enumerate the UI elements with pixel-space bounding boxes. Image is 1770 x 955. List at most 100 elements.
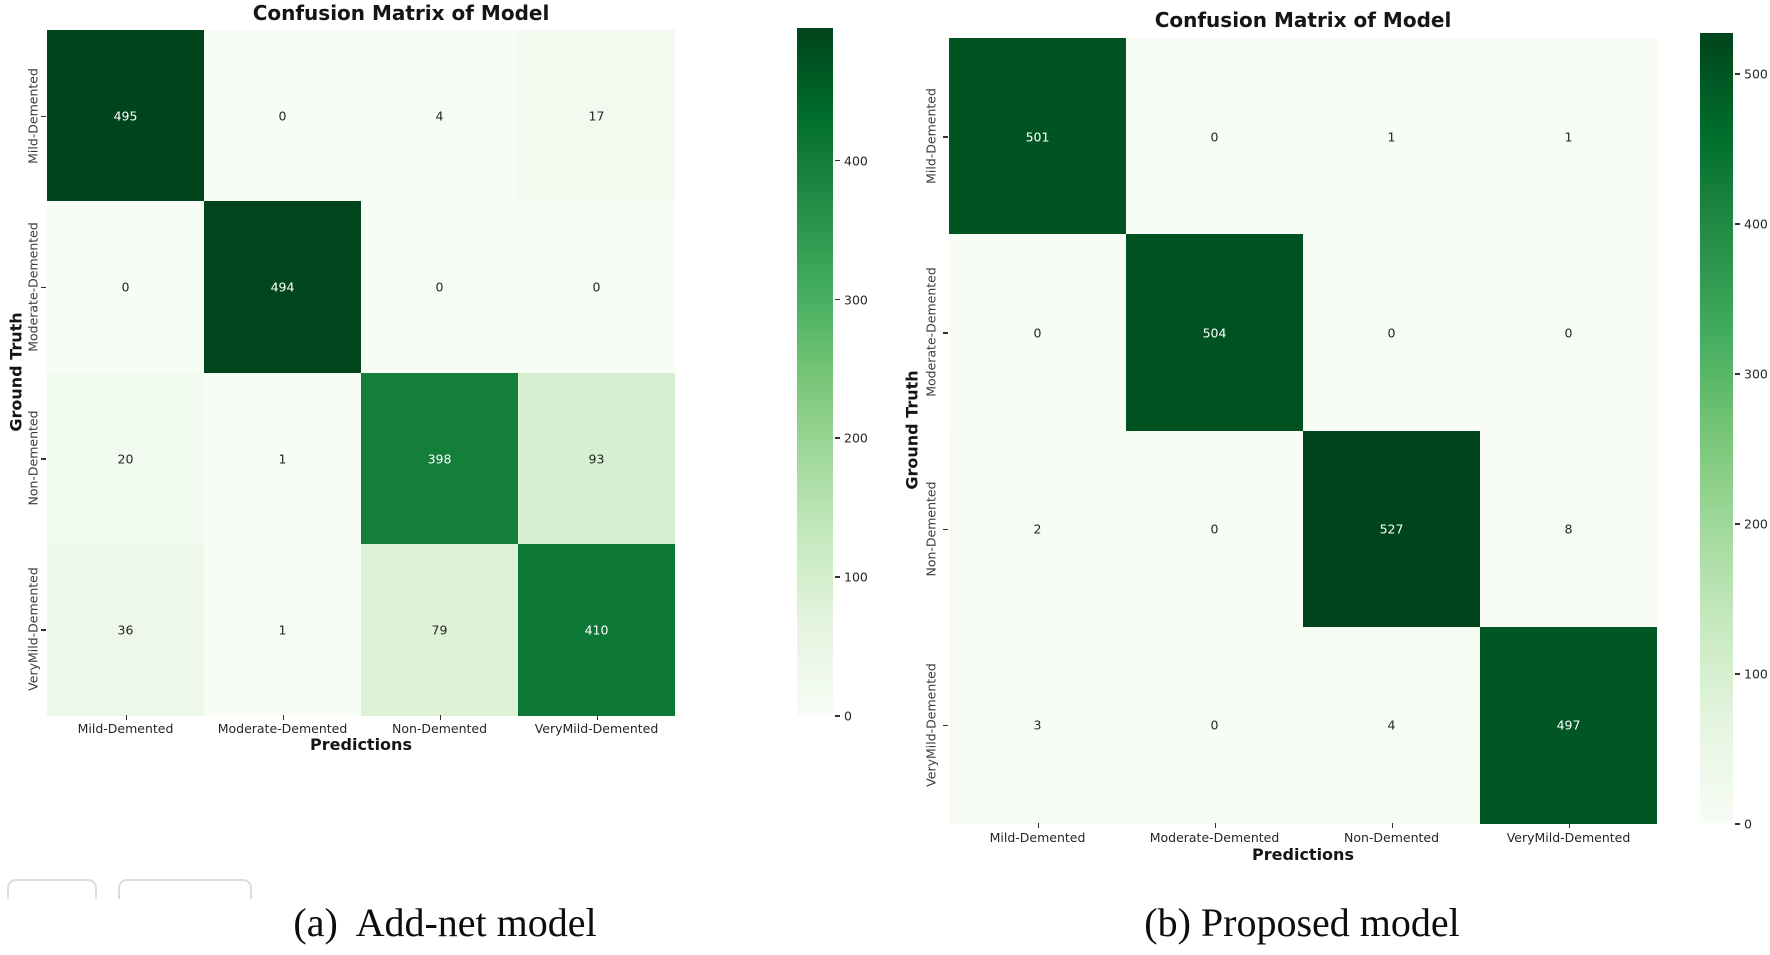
cell-value: 410 [584,622,609,638]
cell-value: 4 [1387,717,1396,733]
colorbar-tick-label: 100 [844,569,868,585]
colorbar-tick-label: 100 [1744,666,1768,682]
figure-caption: (a) Add-net model [293,900,597,945]
heatmap-cell: 398 [361,372,518,545]
cell-value: 79 [431,622,448,638]
cell-value: 36 [117,622,134,638]
colorbar-tick-mark [1735,823,1740,825]
colorbar-tick-label: 300 [1744,366,1768,382]
colorbar-tick-mark [1735,223,1740,225]
heatmap-cell: 8 [1480,430,1657,628]
heatmap-cell: 17 [518,30,675,202]
x-tick-mark [1568,823,1570,828]
colorbar-tick-mark [1735,373,1740,375]
x-tick-mark [282,715,284,720]
y-tick-mark [41,458,46,460]
cell-value: 0 [592,279,601,295]
colorbar-tick-label: 200 [1744,516,1768,532]
heatmap-cell: 0 [1126,626,1303,824]
colorbar-tick-label: 400 [844,153,868,169]
colorbar-tick-mark [835,715,840,717]
heatmap-cell: 3 [949,626,1126,824]
col-tick-label: VeryMild-Demented [1506,830,1631,845]
cell-value: 3 [1033,717,1042,733]
cell-value: 494 [270,279,295,295]
cell-value: 0 [435,279,444,295]
heatmap-cell: 495 [47,30,204,202]
cell-value: 527 [1379,521,1404,537]
heatmap-cell: 504 [1126,234,1303,432]
cell-value: 1 [1564,129,1573,144]
y-tick-mark [41,286,46,289]
cell-value: 0 [278,108,287,124]
heatmap-cell: 497 [1480,626,1657,824]
heatmap-cell: 0 [1126,430,1303,628]
heatmap-cell: 501 [949,38,1126,235]
heatmap-cell: 1 [1303,38,1480,235]
colorbar-tick-mark [835,159,840,162]
colorbar-tick-label: 200 [844,430,868,446]
col-tick-label: Non-Demented [1343,830,1440,845]
heatmap-cell: 494 [204,201,361,374]
x-tick-mark [596,715,598,720]
heatmap-cell: 0 [1303,234,1480,432]
heatmap-cell: 0 [518,201,675,374]
faint-button-outline-1 [7,879,97,899]
cell-value: 0 [1564,325,1573,341]
col-tick-label: Moderate-Demented [1149,830,1280,845]
col-tick-label: VeryMild-Demented [534,721,659,736]
cell-value: 2 [1033,521,1042,537]
cell-value: 8 [1564,521,1573,537]
cell-value: 0 [121,279,130,295]
x-tick-mark [439,715,441,720]
heatmap-cell: 527 [1303,430,1480,628]
heatmap-cell: 2 [949,430,1126,628]
cell-value: 20 [117,451,134,466]
cell-value: 0 [1387,325,1396,341]
heatmap-cell: 410 [518,543,675,716]
y-tick-mark [943,332,948,334]
colorbar-tick-label: 0 [844,708,852,724]
row-tick-label: VeryMild-Demented [923,663,939,787]
cell-value: 504 [1202,325,1227,341]
cell-value: 1 [278,622,287,638]
heatmap-cell: 79 [361,543,518,716]
heatmap-cell: 0 [361,201,518,374]
y-tick-mark [943,724,948,727]
colorbar-tick-mark [835,298,840,301]
x-tick-mark [1214,823,1216,828]
x-tick-mark [1037,823,1039,828]
colorbar-tick-label: 400 [1744,216,1768,232]
heatmap-cell: 0 [949,234,1126,432]
heatmap-cell: 1 [204,372,361,545]
row-tick-label: Moderate-Demented [923,267,939,398]
cell-value: 398 [427,451,452,466]
col-tick-label: Non-Demented [391,721,488,736]
heatmap-cell: 0 [1480,234,1657,432]
cell-value: 17 [588,108,605,124]
y-tick-mark [41,115,46,118]
cell-value: 0 [1210,129,1219,144]
y-tick-mark [41,629,46,631]
x-axis-label: Predictions [1252,845,1354,864]
cell-value: 0 [1210,717,1219,733]
y-axis-label: Ground Truth [902,370,922,490]
colorbar-tick-mark [1735,523,1740,525]
row-tick-label: Mild-Demented [923,88,939,185]
colorbar [1700,33,1733,823]
cell-value: 4 [435,108,444,124]
col-tick-label: Mild-Demented [77,721,174,736]
cell-value: 0 [1210,521,1219,537]
col-tick-label: Mild-Demented [989,830,1086,845]
heatmap-cell: 1 [204,543,361,716]
colorbar [797,28,833,715]
colorbar-tick-label: 0 [1744,816,1752,832]
cell-value: 1 [1387,129,1396,144]
colorbar-tick-mark [835,576,840,578]
chart-title: Confusion Matrix of Model [1154,8,1452,32]
heatmap-cell: 93 [518,372,675,545]
cell-value: 0 [1033,325,1042,341]
